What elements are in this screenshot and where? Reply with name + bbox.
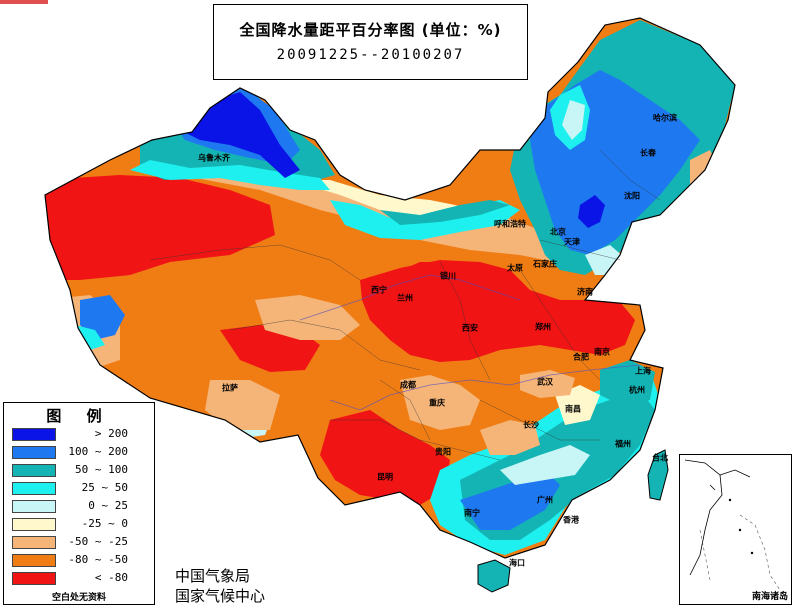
- region-sichuan-light: [400, 375, 480, 430]
- city-label: 海口: [509, 558, 525, 568]
- city-label: 济南: [577, 287, 593, 297]
- city-label: 石家庄: [533, 259, 557, 269]
- city-label: 上海: [635, 366, 651, 376]
- legend-label: 50 ~ 100: [75, 463, 128, 476]
- city-label: 武汉: [537, 377, 553, 387]
- city-label: 西宁: [371, 285, 387, 295]
- region-mongolia-teal: [380, 200, 510, 225]
- city-label: 乌鲁木齐: [198, 153, 230, 163]
- legend-swatch: [12, 554, 56, 567]
- legend-swatch: [12, 500, 56, 513]
- city-label: 哈尔滨: [653, 113, 677, 123]
- legend-note: 空白处无资料: [51, 593, 106, 603]
- legend-label: 25 ~ 50: [81, 481, 128, 494]
- legend-swatch: [12, 464, 56, 477]
- legend: 图 例 > 200 100 ~ 200 50 ~ 100 25 ~ 50 0 ~…: [3, 402, 155, 605]
- legend-label: -80 ~ -50: [68, 553, 128, 566]
- legend-swatch: [12, 518, 56, 531]
- legend-label: -25 ~ 0: [81, 517, 128, 530]
- region-hunan-light: [480, 420, 540, 455]
- legend-swatch: [12, 482, 56, 495]
- org-ncc: 国家气候中心: [175, 587, 266, 605]
- city-label: 重庆: [429, 398, 445, 408]
- city-label: 天津: [564, 237, 580, 247]
- city-label: 昆明: [377, 472, 393, 482]
- legend-swatch: [12, 446, 56, 459]
- legend-label: -50 ~ -25: [68, 535, 128, 548]
- city-label: 广州: [537, 495, 553, 505]
- south-china-sea-inset: 南海诸岛: [679, 454, 792, 605]
- taiwan-island: [647, 449, 669, 501]
- city-label: 成都: [400, 380, 416, 390]
- city-label: 郑州: [535, 322, 551, 332]
- city-label: 南昌: [565, 404, 581, 414]
- legend-swatch: [12, 536, 56, 549]
- legend-item: 25 ~ 50: [4, 480, 154, 498]
- legend-label: < -80: [94, 571, 128, 584]
- city-label: 银川: [440, 271, 456, 281]
- region-south-blue: [460, 470, 560, 530]
- region-guangdong-pale: [500, 445, 590, 485]
- city-label: 北京: [550, 227, 566, 237]
- region-tibet-south-light: [205, 380, 280, 430]
- legend-label: 100 ~ 200: [68, 445, 128, 458]
- title-box: 全国降水量距平百分率图 (单位：%) 20091225--20100207: [213, 4, 528, 80]
- city-label: 台北: [652, 453, 668, 463]
- legend-swatch: [12, 572, 56, 585]
- top-edge-bar: [0, 0, 48, 4]
- inset-map: [684, 459, 781, 591]
- city-label: 香港: [563, 515, 579, 525]
- city-label: 贵阳: [435, 447, 451, 457]
- legend-item: -50 ~ -25: [4, 534, 154, 552]
- city-label: 合肥: [573, 352, 589, 362]
- city-label: 杭州: [629, 385, 645, 395]
- date-range: 20091225--20100207: [276, 47, 465, 63]
- hainan-island: [477, 559, 511, 593]
- city-label: 兰州: [397, 293, 413, 303]
- legend-title: 图 例: [46, 407, 112, 425]
- region-yunnan-red: [320, 410, 450, 505]
- legend-swatch: [12, 428, 56, 441]
- region-zhejiang-teal: [600, 360, 655, 405]
- region-hubei-light: [520, 370, 575, 398]
- city-label: 南宁: [464, 508, 480, 518]
- city-label: 南京: [594, 347, 610, 357]
- legend-item: < -80: [4, 570, 154, 588]
- city-label: 拉萨: [222, 383, 238, 393]
- city-label: 长沙: [523, 420, 539, 430]
- province-borders: [149, 149, 661, 461]
- china-border: [44, 17, 736, 559]
- region-xinjiang-red: [45, 175, 275, 280]
- city-label: 长春: [640, 148, 656, 158]
- city-label: 太原: [507, 263, 523, 273]
- legend-item: 100 ~ 200: [4, 444, 154, 462]
- rivers: [299, 274, 641, 411]
- region-xinjiang-deep-blue: [180, 92, 300, 178]
- map-title: 全国降水量距平百分率图 (单位：%): [239, 21, 502, 39]
- region-xinjiang-north-cyan: [130, 160, 330, 190]
- region-central-red: [360, 260, 635, 362]
- legend-label: > 200: [94, 427, 128, 440]
- city-label: 福州: [615, 439, 631, 449]
- org-cma: 中国气象局: [175, 567, 251, 585]
- legend-item: 50 ~ 100: [4, 462, 154, 480]
- city-label: 沈阳: [624, 191, 640, 201]
- city-label: 呼和浩特: [494, 219, 526, 229]
- legend-item: 0 ~ 25: [4, 498, 154, 516]
- city-label: 西安: [462, 323, 478, 333]
- region-northeast-pale: [562, 100, 585, 140]
- inset-label: 南海诸岛: [751, 592, 788, 602]
- region-tibet-west-blue: [80, 295, 125, 340]
- region-northeast-deep-blue: [578, 195, 605, 228]
- legend-item: > 200: [4, 426, 154, 444]
- legend-label: 0 ~ 25: [88, 499, 128, 512]
- legend-item: -25 ~ 0: [4, 516, 154, 534]
- legend-item: -80 ~ -50: [4, 552, 154, 570]
